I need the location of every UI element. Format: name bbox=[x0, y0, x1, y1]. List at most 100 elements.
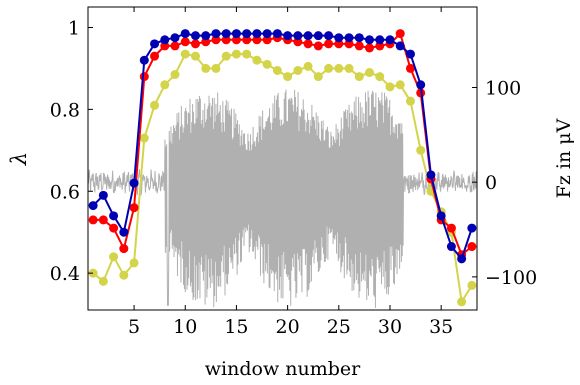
series-2-point bbox=[170, 41, 180, 51]
series-1-point bbox=[272, 29, 282, 39]
series-2-point bbox=[231, 35, 241, 45]
series-3-point bbox=[283, 72, 293, 82]
series-2-point bbox=[354, 41, 364, 51]
series-3-point bbox=[201, 63, 211, 73]
series-1-point bbox=[436, 211, 446, 221]
series-3-point bbox=[231, 49, 241, 59]
series-1-point bbox=[365, 35, 375, 45]
series-3-point bbox=[180, 49, 190, 59]
series-3-point bbox=[324, 63, 334, 73]
series-1-point bbox=[180, 29, 190, 39]
series-1-point bbox=[190, 31, 200, 41]
x-tick-label: 25 bbox=[327, 316, 351, 338]
series-3-point bbox=[139, 133, 149, 143]
series-3-point bbox=[129, 258, 139, 268]
series-2-point bbox=[395, 29, 405, 39]
series-2-point bbox=[262, 35, 272, 45]
series-1-point bbox=[201, 31, 211, 41]
series-1-point bbox=[426, 170, 436, 180]
series-1-point bbox=[262, 29, 272, 39]
series-3-point bbox=[395, 80, 405, 90]
series-1-point bbox=[395, 41, 405, 51]
eeg-trace-layer bbox=[87, 89, 478, 308]
series-1-point bbox=[139, 55, 149, 65]
series-2-point bbox=[313, 41, 323, 51]
plot-frame bbox=[87, 6, 478, 311]
series-1 bbox=[88, 29, 477, 264]
series-1-point bbox=[416, 80, 426, 90]
series-3-point bbox=[303, 61, 313, 71]
series-2-point bbox=[365, 43, 375, 53]
series-layer bbox=[88, 29, 477, 307]
series-1-point bbox=[150, 39, 160, 49]
series-1-point bbox=[170, 33, 180, 43]
x-tick-label: 35 bbox=[429, 316, 453, 338]
series-1-point bbox=[119, 227, 129, 237]
y-tick-label: 0.4 bbox=[50, 263, 80, 285]
series-2-point bbox=[88, 215, 98, 225]
series-3-point bbox=[170, 70, 180, 80]
series-3-point bbox=[467, 280, 477, 290]
series-2-point bbox=[129, 203, 139, 213]
series-2-point bbox=[98, 215, 108, 225]
series-1-point bbox=[283, 31, 293, 41]
y-tick-label: 0.8 bbox=[50, 99, 80, 121]
series-1-point bbox=[324, 31, 334, 41]
series-1-point bbox=[252, 29, 262, 39]
series-3-point bbox=[190, 51, 200, 61]
series-3-point bbox=[365, 68, 375, 78]
x-tick-label: 30 bbox=[378, 316, 402, 338]
y-tick-right-label: −100 bbox=[485, 267, 537, 289]
series-1-point bbox=[293, 31, 303, 41]
series-2-point bbox=[242, 35, 252, 45]
x-tick-label: 10 bbox=[173, 316, 197, 338]
y-tick-right-label: 0 bbox=[485, 172, 497, 194]
x-tick-label: 5 bbox=[128, 316, 140, 338]
series-1-point bbox=[446, 242, 456, 252]
series-1-point bbox=[457, 254, 467, 264]
y-tick-label: 0.6 bbox=[50, 181, 80, 203]
x-axis-label: window number bbox=[205, 358, 361, 380]
series-1-point bbox=[344, 33, 354, 43]
series-2-point bbox=[446, 223, 456, 233]
series-3-point bbox=[160, 80, 170, 90]
series-3-point bbox=[375, 72, 385, 82]
eeg-trace-line bbox=[87, 89, 478, 308]
series-3-point bbox=[293, 65, 303, 75]
series-2-point bbox=[252, 35, 262, 45]
series-1-point bbox=[405, 49, 415, 59]
series-2-point bbox=[119, 244, 129, 254]
series-2-point bbox=[139, 72, 149, 82]
x-tick-label: 15 bbox=[224, 316, 248, 338]
y-axis-label-right: Fz in μV bbox=[553, 118, 575, 198]
series-3-point bbox=[313, 72, 323, 82]
series-1-point bbox=[231, 29, 241, 39]
series-3-point bbox=[334, 63, 344, 73]
series-3-point bbox=[211, 63, 221, 73]
series-3-point bbox=[354, 72, 364, 82]
series-3-point bbox=[385, 82, 395, 92]
series-2-point bbox=[150, 51, 160, 61]
series-2-point bbox=[467, 242, 477, 252]
series-2-point bbox=[180, 37, 190, 47]
series-3-point bbox=[150, 100, 160, 110]
series-2-point bbox=[211, 35, 221, 45]
series-1-point bbox=[242, 29, 252, 39]
series-3-point bbox=[109, 252, 119, 262]
series-2-point bbox=[221, 35, 231, 45]
series-3-point bbox=[457, 297, 467, 307]
series-3-point bbox=[119, 270, 129, 280]
series-1-point bbox=[313, 31, 323, 41]
series-2-point bbox=[405, 63, 415, 73]
series-1-point bbox=[211, 29, 221, 39]
series-3-point bbox=[272, 65, 282, 75]
series-2-point bbox=[324, 39, 334, 49]
series-1-point bbox=[98, 190, 108, 200]
series-3-point bbox=[98, 276, 108, 286]
y-axis-label-left: λ bbox=[7, 152, 31, 166]
y-tick-label: 1 bbox=[68, 17, 80, 39]
series-2-point bbox=[303, 39, 313, 49]
series-1-point bbox=[221, 29, 231, 39]
series-3-point bbox=[262, 59, 272, 69]
